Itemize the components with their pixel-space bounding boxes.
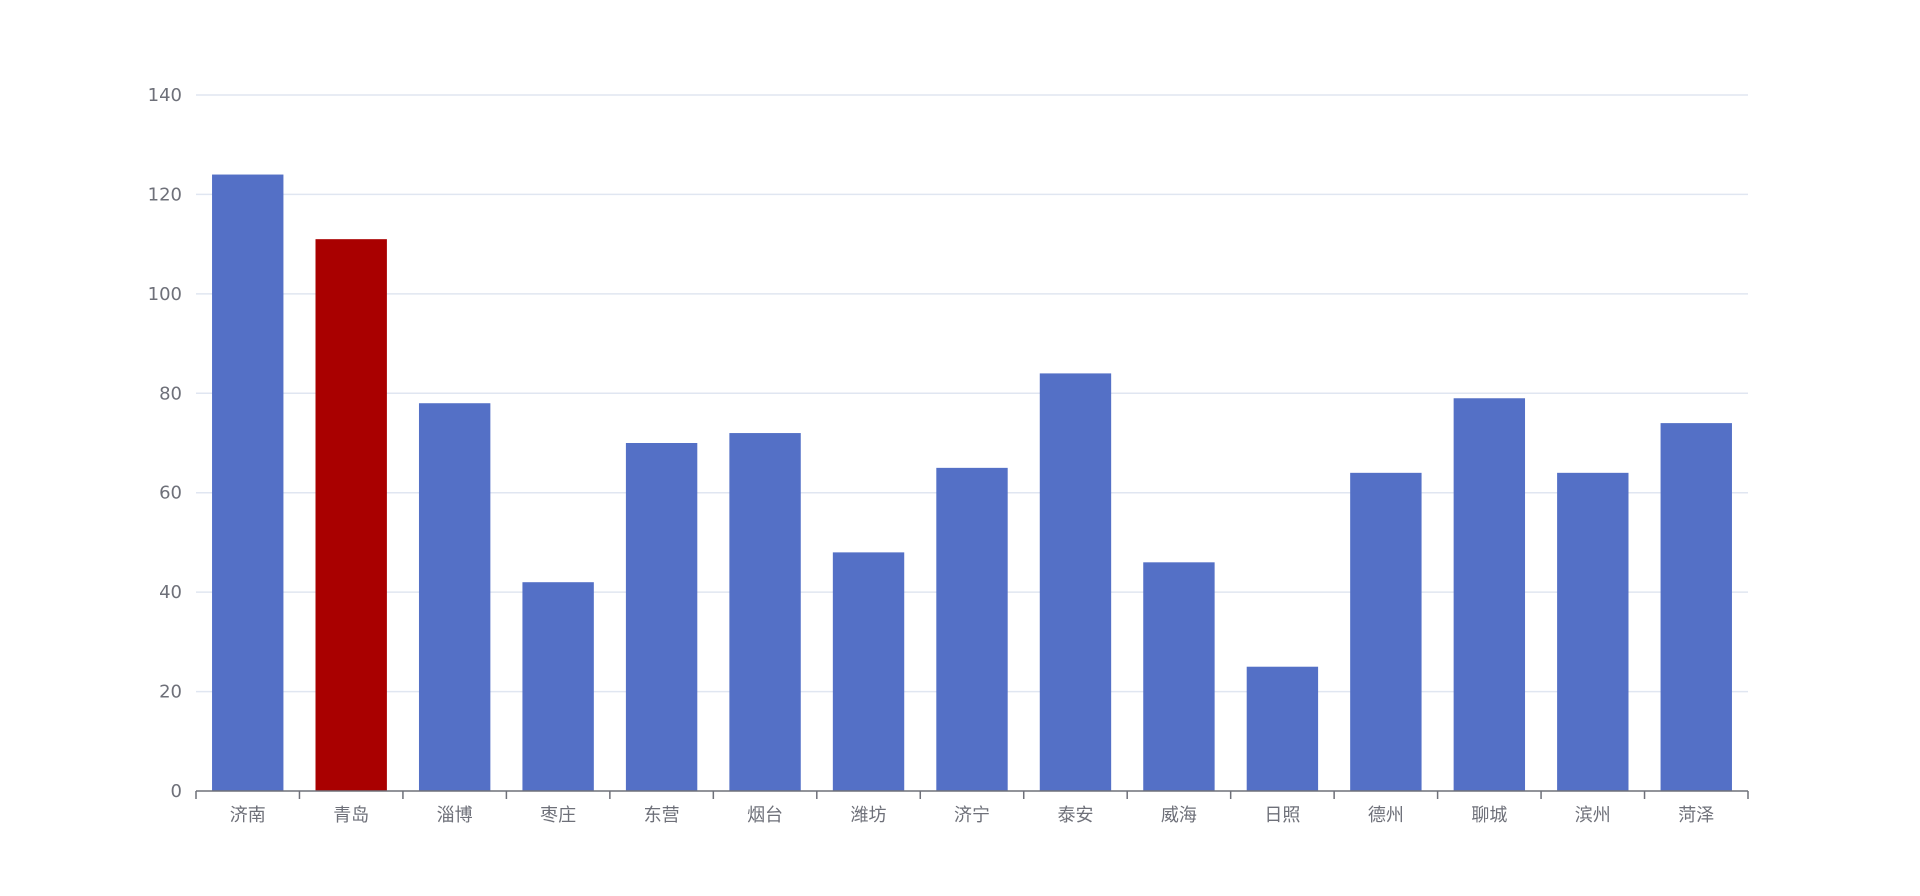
bar-1[interactable] xyxy=(212,174,284,792)
y-tick-label: 140 xyxy=(148,85,182,106)
bar-9[interactable] xyxy=(1039,373,1112,791)
y-tick-label: 100 xyxy=(148,284,182,305)
label-layer: 0 20 40 60 80 100 120 140 济南 青岛 淄博 枣庄 东营 烟台 潍坊 济宁 泰安 威海 日照… xyxy=(148,85,1715,826)
x-tick-label: 泰安 xyxy=(1057,805,1093,826)
y-tick-label: 80 xyxy=(159,383,182,404)
bar-3[interactable] xyxy=(418,403,491,791)
x-tick-label: 淄博 xyxy=(437,805,473,826)
x-tick-label: 德州 xyxy=(1368,805,1404,826)
x-tick-label: 枣庄 xyxy=(540,805,576,826)
x-tick-label: 潍坊 xyxy=(851,805,887,826)
bar-5[interactable] xyxy=(625,443,698,791)
y-tick-label: 20 xyxy=(159,682,182,703)
axis-layer xyxy=(195,790,1749,799)
bar-11[interactable] xyxy=(1246,666,1319,791)
x-tick-label: 济南 xyxy=(230,805,266,826)
x-tick-label: 威海 xyxy=(1161,805,1197,826)
bar-2[interactable] xyxy=(315,239,387,791)
y-tick-label: 40 xyxy=(159,582,182,603)
y-tick-label: 120 xyxy=(148,184,182,205)
bar-14[interactable] xyxy=(1557,472,1629,791)
bar-15[interactable] xyxy=(1660,423,1732,791)
x-tick-label: 东营 xyxy=(644,805,680,826)
bar-4[interactable] xyxy=(522,582,594,791)
x-tick-label: 聊城 xyxy=(1471,805,1507,826)
x-tick-label: 烟台 xyxy=(747,805,783,826)
x-tick-label: 菏泽 xyxy=(1678,805,1714,826)
bar-13[interactable] xyxy=(1453,398,1526,791)
x-tick-label: 青岛 xyxy=(333,805,369,826)
bar-6[interactable] xyxy=(729,433,801,791)
y-tick-label: 0 xyxy=(171,781,182,802)
y-tick-label: 60 xyxy=(159,483,182,504)
bar-layer xyxy=(212,174,1732,792)
bar-8[interactable] xyxy=(936,467,1008,791)
x-tick-label: 日照 xyxy=(1264,805,1300,826)
bar-10[interactable] xyxy=(1143,562,1215,791)
x-tick-label: 济宁 xyxy=(954,805,990,826)
bar-12[interactable] xyxy=(1350,472,1422,791)
bar-7[interactable] xyxy=(832,552,905,791)
x-tick-label: 滨州 xyxy=(1575,805,1611,826)
